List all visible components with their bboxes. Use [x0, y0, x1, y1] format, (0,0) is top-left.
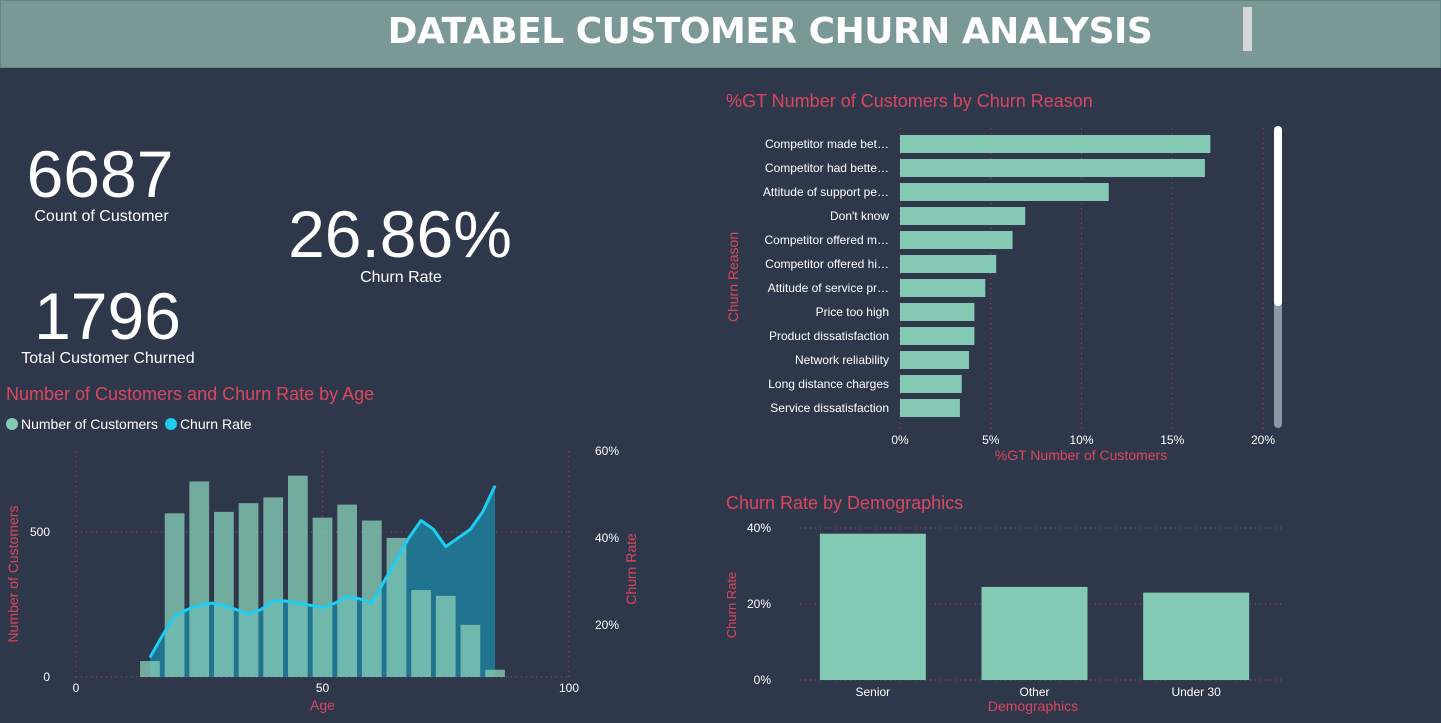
kpi-total-churned-label: Total Customer Churned	[21, 350, 195, 367]
x-tick-label: 100	[559, 681, 579, 695]
x-tick-label: 20%	[1251, 433, 1275, 447]
x-tick-label: 15%	[1160, 433, 1184, 447]
x-axis-title: Age	[310, 697, 335, 713]
reason-bar	[900, 327, 975, 345]
age-chart-title: Number of Customers and Churn Rate by Ag…	[6, 384, 375, 404]
reason-category-label: Don't know	[830, 209, 889, 223]
age-bar	[263, 497, 284, 677]
age-bar	[460, 624, 481, 677]
legend-dot-customers	[6, 418, 18, 430]
y2-axis-title: Churn Rate	[623, 533, 639, 605]
reason-category-label: Competitor had bette…	[765, 161, 889, 175]
reason-category-label: Competitor made bet…	[765, 137, 889, 151]
y2-tick-label: 40%	[595, 531, 619, 545]
age-bar	[238, 503, 259, 677]
age-bar	[485, 669, 505, 677]
legend-item-customers[interactable]: Number of Customers	[6, 416, 158, 432]
age-bar	[361, 520, 382, 677]
reason-category-label: Long distance charges	[768, 377, 889, 391]
reason-bar	[900, 159, 1205, 177]
reason-bar	[900, 375, 962, 393]
age-chart[interactable]: 0 50 100 0 500 20% 40% 60% Age Number of Customer…	[0, 433, 660, 723]
age-bar	[386, 537, 407, 677]
reason-category-label: Service dissatisfaction	[770, 401, 889, 415]
reason-bar	[900, 207, 1026, 225]
header-banner: DATABEL CUSTOMER CHURN ANALYSIS	[0, 0, 1441, 68]
x-tick-label: 0%	[891, 433, 909, 447]
y-axis-title: Churn Reason	[725, 232, 741, 322]
age-bar	[214, 511, 234, 677]
x-tick-label: Under 30	[1171, 685, 1221, 699]
reason-chart[interactable]: 0% 5% 10% 15% 20% Competitor made bet… Competi…	[720, 120, 1300, 480]
kpi-churn-rate-label: Churn Rate	[360, 269, 442, 286]
x-tick-label: Other	[1019, 685, 1049, 699]
y-tick-label: 20%	[747, 597, 771, 611]
scrollbar-thumb[interactable]	[1274, 126, 1282, 306]
age-bar	[140, 661, 160, 677]
y-axis-title: Number of Customers	[5, 506, 21, 643]
reason-bar	[900, 351, 969, 369]
reason-category-label: Competitor offered m…	[765, 233, 890, 247]
kpi-total-churned-value: 1796	[34, 279, 181, 353]
legend-item-churn-rate[interactable]: Churn Rate	[164, 416, 252, 432]
reason-bar	[900, 135, 1211, 153]
x-tick-label: 50	[316, 681, 330, 695]
y-tick-label: 0%	[754, 673, 772, 687]
reason-bar	[900, 399, 960, 417]
churn-rate-area	[149, 485, 496, 677]
y2-tick-label: 60%	[595, 444, 619, 458]
y2-tick-label: 20%	[595, 618, 619, 632]
y-tick-label: 40%	[747, 521, 771, 535]
y-tick-label: 500	[30, 525, 50, 539]
demographic-bar	[819, 533, 926, 680]
reason-category-label: Product dissatisfaction	[769, 329, 889, 343]
age-bar	[435, 595, 456, 677]
demographics-chart-title: Churn Rate by Demographics	[726, 493, 964, 513]
reason-category-label: Attitude of support pe…	[763, 185, 889, 199]
reason-bar	[900, 303, 975, 321]
kpi-count-customer-value: 6687	[26, 137, 174, 211]
header-accent-bar	[1243, 7, 1252, 51]
reason-bar	[900, 231, 1013, 249]
demographics-chart[interactable]: 0% 20% 40% Senior Other Under 30 Demographics C…	[720, 520, 1300, 720]
reason-category-label: Attitude of service pr…	[768, 281, 889, 295]
churn-rate-line	[148, 485, 497, 659]
x-axis-title: Demographics	[988, 698, 1078, 714]
reason-bar	[900, 255, 997, 273]
y-tick-label: 0	[43, 670, 50, 684]
legend-dot-churn-rate	[164, 418, 177, 430]
age-bar	[164, 513, 185, 677]
demographic-bar	[981, 586, 1088, 680]
reason-category-label: Network reliability	[795, 353, 889, 367]
dashboard-title: DATABEL CUSTOMER CHURN ANALYSIS	[387, 11, 1153, 52]
demographic-bar	[1143, 592, 1250, 680]
x-tick-label: 5%	[982, 433, 1000, 447]
kpi-count-customer-label: Count of Customer	[34, 208, 169, 225]
x-axis-title: %GT Number of Customers	[995, 447, 1167, 463]
x-tick-label: 10%	[1069, 433, 1093, 447]
reason-category-label: Competitor offered hi…	[765, 257, 889, 271]
age-bar	[411, 590, 431, 677]
legend-label-churn-rate: Churn Rate	[179, 416, 252, 432]
kpi-churn-rate-value: 26.86%	[288, 197, 512, 271]
age-bar	[189, 481, 210, 677]
reason-bar	[900, 183, 1109, 201]
age-chart-legend: Number of Customers Churn Rate	[6, 416, 259, 432]
reason-bar	[900, 279, 986, 297]
age-bar	[337, 504, 358, 677]
age-bar	[312, 517, 333, 677]
y-axis-title: Churn Rate	[724, 572, 739, 638]
reason-category-label: Price too high	[816, 305, 889, 319]
x-tick-label: 0	[73, 681, 80, 695]
legend-label-customers: Number of Customers	[21, 416, 158, 432]
age-bar	[287, 475, 308, 677]
reason-chart-title: %GT Number of Customers by Churn Reason	[726, 91, 1093, 111]
x-tick-label: Senior	[855, 685, 890, 699]
